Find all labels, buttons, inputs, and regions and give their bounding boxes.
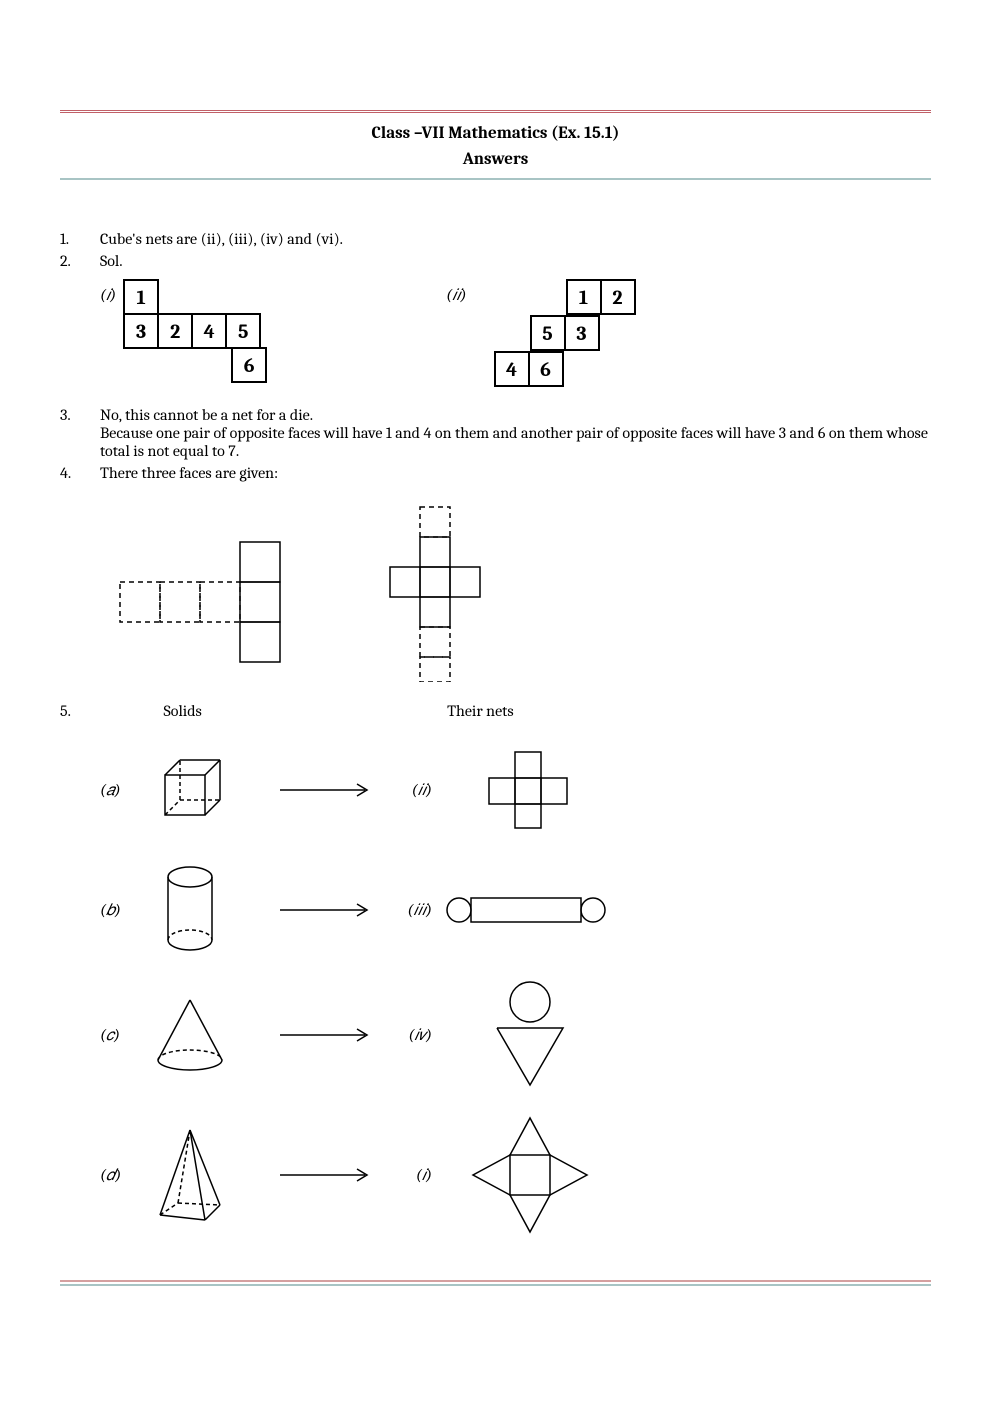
arrow-icon	[250, 900, 400, 920]
q2-nets: (𝑖) 1 3 2 4 5 6	[60, 280, 931, 386]
answer-text: Cube's nets are (ii), (iii), (iv) and (v…	[100, 230, 931, 248]
net-cell: 4	[494, 351, 530, 387]
answers-list: 1. Cube's nets are (ii), (iii), (iv) and…	[60, 230, 931, 1240]
q4-svg	[100, 492, 520, 682]
q5-headers: Solids Their nets	[100, 702, 931, 720]
net-label: (𝑖𝑣)	[400, 1026, 440, 1045]
net-ii: (𝑖𝑖) 1 2 5 3 4 6	[446, 280, 634, 386]
net-cell: 2	[600, 279, 636, 315]
q3-line1: No, this cannot be a net for a die.	[100, 406, 313, 424]
cube-icon	[130, 755, 250, 825]
solid-label: (𝑐)	[100, 1026, 130, 1045]
net-cell: 3	[123, 313, 159, 349]
page: Class –VII Mathematics (Ex. 15.1) Answer…	[0, 0, 991, 1326]
answer-number: 3.	[60, 406, 100, 460]
net-label: (𝑖𝑖𝑖)	[400, 901, 440, 920]
answer-5: 5. Solids Their nets	[60, 702, 931, 720]
answer-number: 1.	[60, 230, 100, 248]
q4-figures	[60, 492, 931, 682]
solid-label: (𝑏)	[100, 901, 130, 920]
pyramid-net-icon	[440, 1110, 620, 1240]
answer-2: 2. Sol.	[60, 252, 931, 270]
pyramid-icon	[130, 1125, 250, 1225]
net-cell: 6	[528, 351, 564, 387]
header-underline	[60, 178, 931, 180]
cylinder-net-icon	[440, 890, 620, 930]
q5-col-nets: Their nets	[447, 702, 514, 720]
net-cell: 1	[123, 279, 159, 315]
net-cell: 6	[231, 347, 267, 383]
net-cell: 5	[225, 313, 261, 349]
net-label: (𝑖)	[400, 1166, 440, 1185]
arrow-icon	[250, 780, 400, 800]
net-i: (𝑖) 1 3 2 4 5 6	[100, 280, 266, 386]
net-cell: 2	[157, 313, 193, 349]
cylinder-icon	[130, 865, 250, 955]
cone-net-icon	[440, 980, 620, 1090]
answer-number: 2.	[60, 252, 100, 270]
net-grid: 1 3 2 4 5 6	[124, 280, 266, 384]
answer-1: 1. Cube's nets are (ii), (iii), (iv) and…	[60, 230, 931, 248]
solid-label: (𝑎)	[100, 781, 130, 800]
answer-text: Sol.	[100, 252, 931, 270]
answer-number: 4.	[60, 464, 100, 482]
q3-line2: Because one pair of opposite faces will …	[100, 424, 928, 460]
net-label: (𝑖𝑖)	[446, 286, 466, 305]
solid-label: (𝑑)	[100, 1166, 130, 1185]
q5-row-d: (𝑑) (𝑖)	[60, 1110, 931, 1240]
answer-text: There three faces are given:	[100, 464, 931, 482]
q5-row-a: (𝑎) (𝑖𝑖)	[60, 740, 931, 840]
cone-icon	[130, 995, 250, 1075]
answer-4: 4. There three faces are given:	[60, 464, 931, 482]
q5-row-c: (𝑐) (𝑖𝑣)	[60, 980, 931, 1090]
net-cell: 1	[566, 279, 602, 315]
answer-3: 3. No, this cannot be a net for a die. B…	[60, 406, 931, 460]
arrow-icon	[250, 1025, 400, 1045]
net-cell: 3	[564, 315, 600, 351]
net-cell: 4	[191, 313, 227, 349]
header-line2: Answers	[60, 147, 931, 173]
bottom-rule	[60, 1280, 931, 1286]
arrow-icon	[250, 1165, 400, 1185]
net-label: (𝑖𝑖)	[400, 781, 440, 800]
net-label: (𝑖)	[100, 286, 116, 305]
net-cell: 5	[530, 315, 566, 351]
answer-number: 5.	[60, 702, 100, 720]
header: Class –VII Mathematics (Ex. 15.1) Answer…	[60, 121, 931, 172]
q5-col-solids: Solids	[164, 702, 444, 720]
q5-row-b: (𝑏) (𝑖𝑖𝑖)	[60, 860, 931, 960]
cross-net-icon	[440, 750, 620, 830]
header-line1: Class –VII Mathematics (Ex. 15.1)	[60, 121, 931, 147]
answer-text: No, this cannot be a net for a die. Beca…	[100, 406, 931, 460]
net-grid: 1 2 5 3 4 6	[495, 280, 635, 386]
top-rule	[60, 110, 931, 113]
